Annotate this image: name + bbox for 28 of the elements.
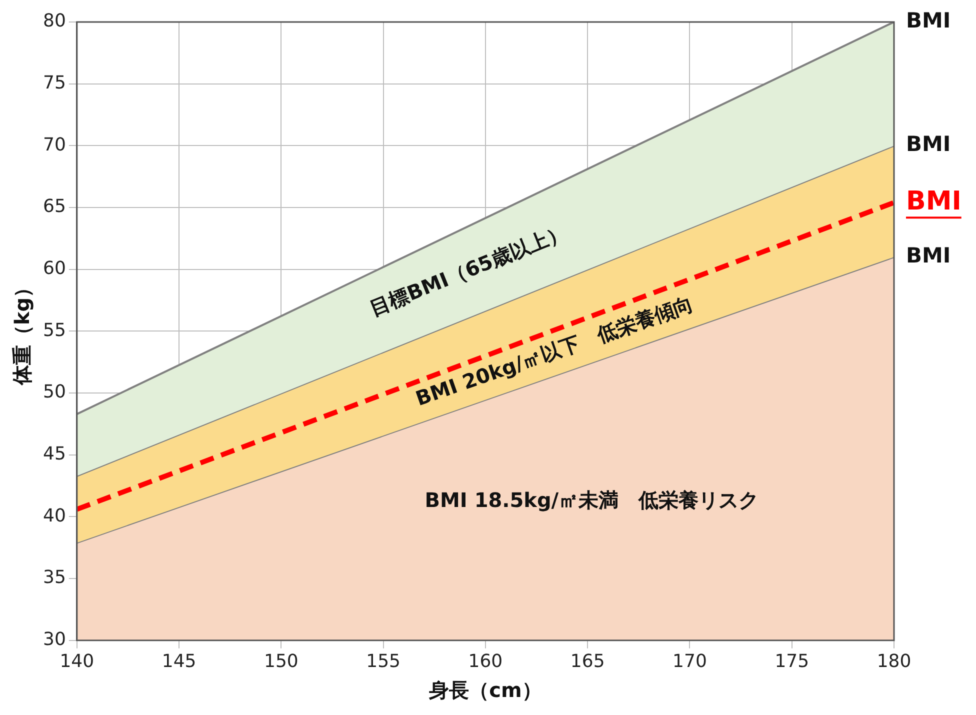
x-axis-title: 身長（cm） [428,678,542,702]
x-tick-label: 180 [876,650,912,672]
series-label: BMI [906,186,962,216]
y-tick-label: 30 [43,629,66,650]
y-tick-label: 65 [43,196,66,218]
y-axis-title: 体重（kg） [10,277,34,386]
x-tick-label: 165 [570,650,605,672]
y-tick-label: 55 [43,320,66,341]
y-tick-label: 70 [43,134,66,156]
series-label: BMI [906,8,951,32]
series-label: BMI [906,132,951,156]
x-tick-label: 155 [366,650,400,672]
x-tick-label: 170 [672,650,707,672]
y-tick-label: 35 [43,567,66,588]
y-tick-label: 40 [43,505,66,526]
y-tick-label: 45 [43,444,66,465]
x-tick-label: 140 [60,650,94,672]
y-tick-label: 50 [43,382,66,403]
x-tick-label: 175 [774,650,810,672]
annotation: 目標BMI（65歳以上） [366,219,570,321]
series-label: BMI [906,243,951,268]
y-tick-label: 80 [43,10,66,32]
x-tick-label: 145 [162,650,196,672]
y-tick-label: 75 [43,72,66,94]
x-tick-label: 150 [264,650,298,672]
y-tick-label: 60 [43,258,66,280]
annotation: BMI 18.5kg/㎡未満 低栄養リスク [424,488,759,512]
x-tick-label: 160 [468,650,503,672]
